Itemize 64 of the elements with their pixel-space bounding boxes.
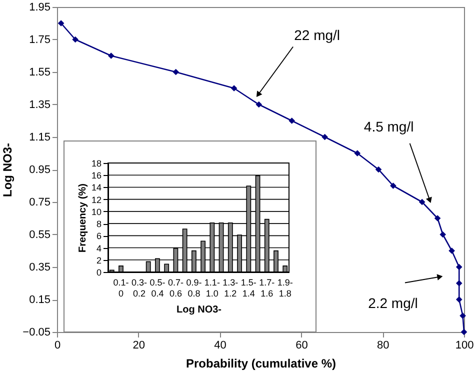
annotation: 2.2 mg/l [368, 294, 418, 311]
y-axis-title: Frequency (%) [77, 184, 88, 252]
point [322, 134, 328, 140]
y-tick-label: 14 [91, 182, 102, 193]
y-tick-label: 0 [96, 268, 102, 278]
x-tick-label: 0 [54, 340, 61, 352]
point [354, 150, 361, 156]
x-tick-label: 80 [376, 340, 390, 352]
y-tick-label: 0.35 [29, 262, 50, 274]
point [390, 182, 396, 189]
point [108, 52, 114, 59]
annotation: 4.5 mg/l [364, 118, 414, 134]
x-tick-label: 1.3-1.2 [222, 278, 238, 298]
point [460, 312, 466, 319]
y-tick-label: 2 [96, 255, 102, 266]
y-tick-label: 18 [91, 158, 102, 168]
point [375, 166, 382, 173]
point [256, 101, 262, 108]
point [456, 296, 462, 303]
x-tick-label: 1.7-1.6 [259, 278, 275, 298]
y-tick-label: 1.35 [29, 99, 50, 111]
x-tick-label: 0.5-0.4 [150, 278, 166, 298]
y-tick-label: 8 [96, 219, 102, 230]
point [460, 328, 468, 336]
y-tick-label: 0.15 [29, 294, 50, 306]
point [288, 118, 295, 124]
y-tick-label: 12 [91, 194, 102, 205]
y-tick-label: 16 [91, 170, 102, 181]
x-tick-label: 0.7-0.6 [168, 278, 184, 298]
x-tick-label: 0.1-0 [113, 278, 129, 298]
y-tick-label: 0.75 [29, 196, 50, 208]
x-tick-label: 60 [296, 340, 308, 352]
y-axis-title: Log NO3- [0, 143, 15, 197]
y-tick-label: 0.95 [29, 164, 50, 176]
y-tick-label: 1.55 [29, 66, 50, 78]
y-tick-label: −0.05 [22, 326, 50, 338]
y-tick-label: 10 [91, 206, 102, 217]
point [230, 85, 238, 92]
point [58, 20, 64, 26]
point [448, 248, 455, 254]
x-tick-label: 40 [214, 340, 226, 352]
x-tick-label: 0.9-0.8 [186, 278, 202, 298]
x-tick-label: 20 [132, 340, 146, 352]
point [456, 280, 462, 286]
y-tick-label: 0.55 [29, 229, 50, 241]
y-tick-label: 1.15 [29, 132, 50, 144]
y-tick-label: 4 [96, 243, 102, 254]
point [440, 231, 446, 238]
point [72, 36, 78, 43]
x-tick-label: 1.9-1.8 [277, 278, 293, 298]
x-tick-label: 0.3-0.2 [131, 278, 147, 298]
x-tick-label: 1.1-1.0 [204, 278, 220, 298]
y-tick-label: 1.95 [29, 2, 50, 14]
y-tick-label: 1.75 [29, 34, 50, 46]
point [418, 198, 426, 206]
point [456, 264, 462, 270]
point [172, 68, 180, 76]
x-tick-label: 100 [455, 340, 474, 352]
annotation: 22 mg/l [294, 26, 340, 43]
x-tick-label: 1.5-1.4 [240, 278, 256, 298]
x-axis-title: Probability (cumulative %) [186, 356, 336, 370]
x-axis-title: Log NO3- [176, 304, 222, 316]
point [434, 215, 441, 222]
y-tick-label: 6 [96, 231, 102, 242]
